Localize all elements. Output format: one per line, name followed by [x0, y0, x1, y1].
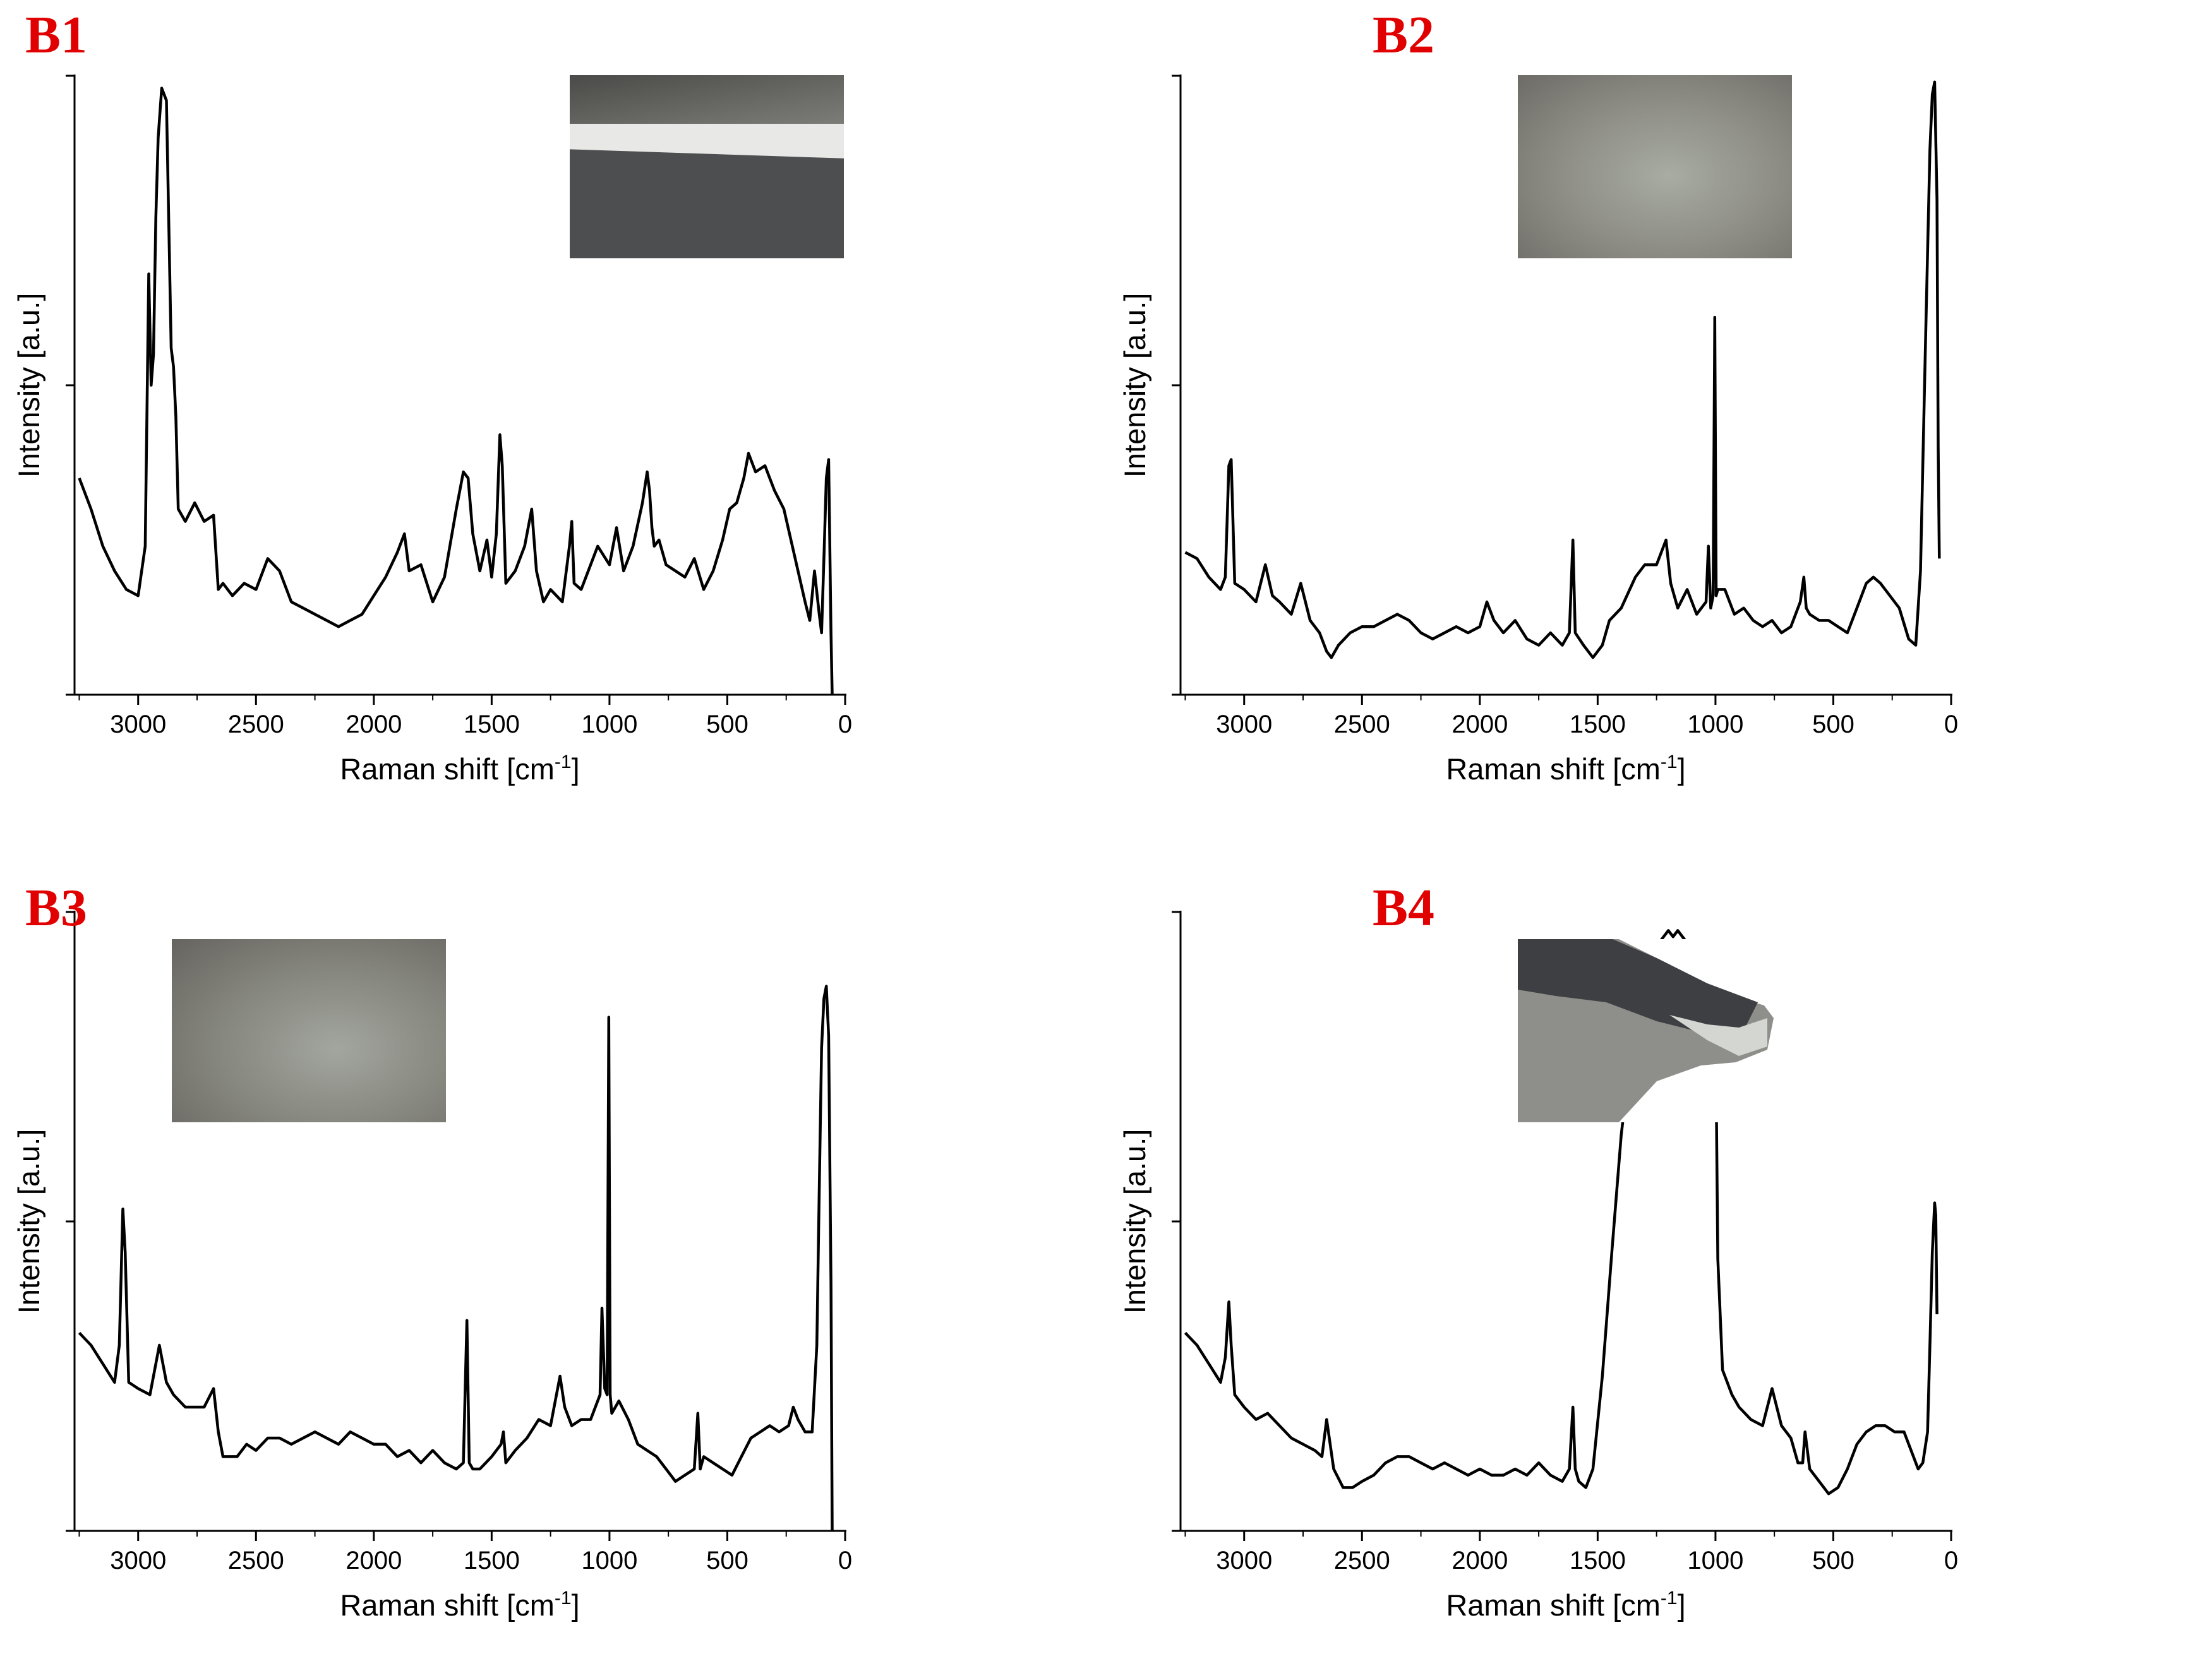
b3-x-tick-label-6: 0 [838, 1547, 852, 1574]
b4-y-axis-title: Intensity [a.u.] [1118, 1129, 1151, 1314]
panel-b3: 3000 2500 2000 1500 1000 500 0 Raman shift [cm-… [0, 836, 1106, 1672]
b3-x-tick-label-5: 500 [706, 1547, 748, 1574]
b4-x-tick-label-4: 1000 [1687, 1547, 1743, 1574]
b3-x-tick-label-0: 3000 [110, 1547, 166, 1574]
b1-x-tick-label-2: 2000 [346, 711, 402, 738]
b4-x-tick-label-0: 3000 [1216, 1547, 1272, 1574]
b1-x-tick-label-5: 500 [706, 711, 748, 738]
b1-x-tick-label-4: 1000 [581, 711, 637, 738]
b3-y-axis-title: Intensity [a.u.] [12, 1129, 45, 1314]
b3-x-tick-label-4: 1000 [581, 1547, 637, 1574]
b2-x-axis-title: Raman shift [cm-1] [1446, 752, 1685, 786]
b3-x-tick-label-3: 1500 [464, 1547, 520, 1574]
b3-x-tick-label-1: 2500 [228, 1547, 284, 1574]
b2-y-axis-title: Intensity [a.u.] [1118, 293, 1151, 478]
panel-label-b3: B3 [25, 878, 88, 937]
chart-b2: 3000 2500 2000 1500 1000 500 0 Raman shift [cm-… [1118, 75, 1958, 786]
b3-spectrum-line [78, 985, 834, 1532]
b1-x-tick-label-1: 2500 [228, 711, 284, 738]
b3-x-tick-label-2: 2000 [346, 1547, 402, 1574]
panel-b4: 3000 2500 2000 1500 1000 500 0 Raman shift [cm-… [1106, 836, 2212, 1672]
inset-photo-b1-art [570, 123, 844, 258]
inset-photo-b4 [1518, 939, 1792, 1122]
b1-y-axis-title: Intensity [a.u.] [12, 293, 45, 478]
b2-x-tick-label-4: 1000 [1687, 711, 1743, 738]
b1-x-tick-label-6: 0 [838, 711, 852, 738]
b2-x-tick-label-5: 500 [1812, 711, 1854, 738]
b2-x-tick-label-0: 3000 [1216, 711, 1272, 738]
b1-spectrum-line [78, 87, 834, 695]
panel-label-b4: B4 [1373, 878, 1435, 937]
chart-b3: 3000 2500 2000 1500 1000 500 0 Raman shift [cm-… [12, 911, 852, 1622]
b2-x-tick-label-6: 0 [1944, 711, 1958, 738]
panel-label-b1: B1 [25, 6, 88, 64]
b3-x-axis-title: Raman shift [cm-1] [340, 1588, 579, 1622]
b2-x-tick-label-3: 1500 [1570, 711, 1626, 738]
inset-photo-b3 [172, 939, 446, 1122]
b1-x-tick-label-3: 1500 [464, 711, 520, 738]
b1-x-tick-label-0: 3000 [110, 711, 166, 738]
b4-x-tick-label-1: 2500 [1334, 1547, 1390, 1574]
inset-photo-b4-art [1518, 939, 1774, 1122]
panel-b1: 3000 2500 2000 1500 1000 500 0 Raman shift [cm-… [0, 0, 1106, 836]
b4-x-tick-label-3: 1500 [1570, 1547, 1626, 1574]
b4-x-tick-label-5: 500 [1812, 1547, 1854, 1574]
b2-spectrum-line [1184, 80, 1941, 659]
panel-label-b2: B2 [1373, 6, 1435, 64]
panel-b2: 3000 2500 2000 1500 1000 500 0 Raman shift [cm-… [1106, 0, 2212, 836]
inset-photo-b1 [570, 75, 844, 258]
b4-x-axis-title: Raman shift [cm-1] [1446, 1588, 1685, 1622]
b1-x-axis-title: Raman shift [cm-1] [340, 752, 579, 786]
b2-x-tick-label-1: 2500 [1334, 711, 1390, 738]
b4-x-tick-label-2: 2000 [1452, 1547, 1508, 1574]
inset-photo-b2 [1518, 75, 1792, 258]
chart-b1: 3000 2500 2000 1500 1000 500 0 Raman shift [cm-… [12, 75, 852, 786]
b4-x-tick-label-6: 0 [1944, 1547, 1958, 1574]
b2-x-tick-label-2: 2000 [1452, 711, 1508, 738]
